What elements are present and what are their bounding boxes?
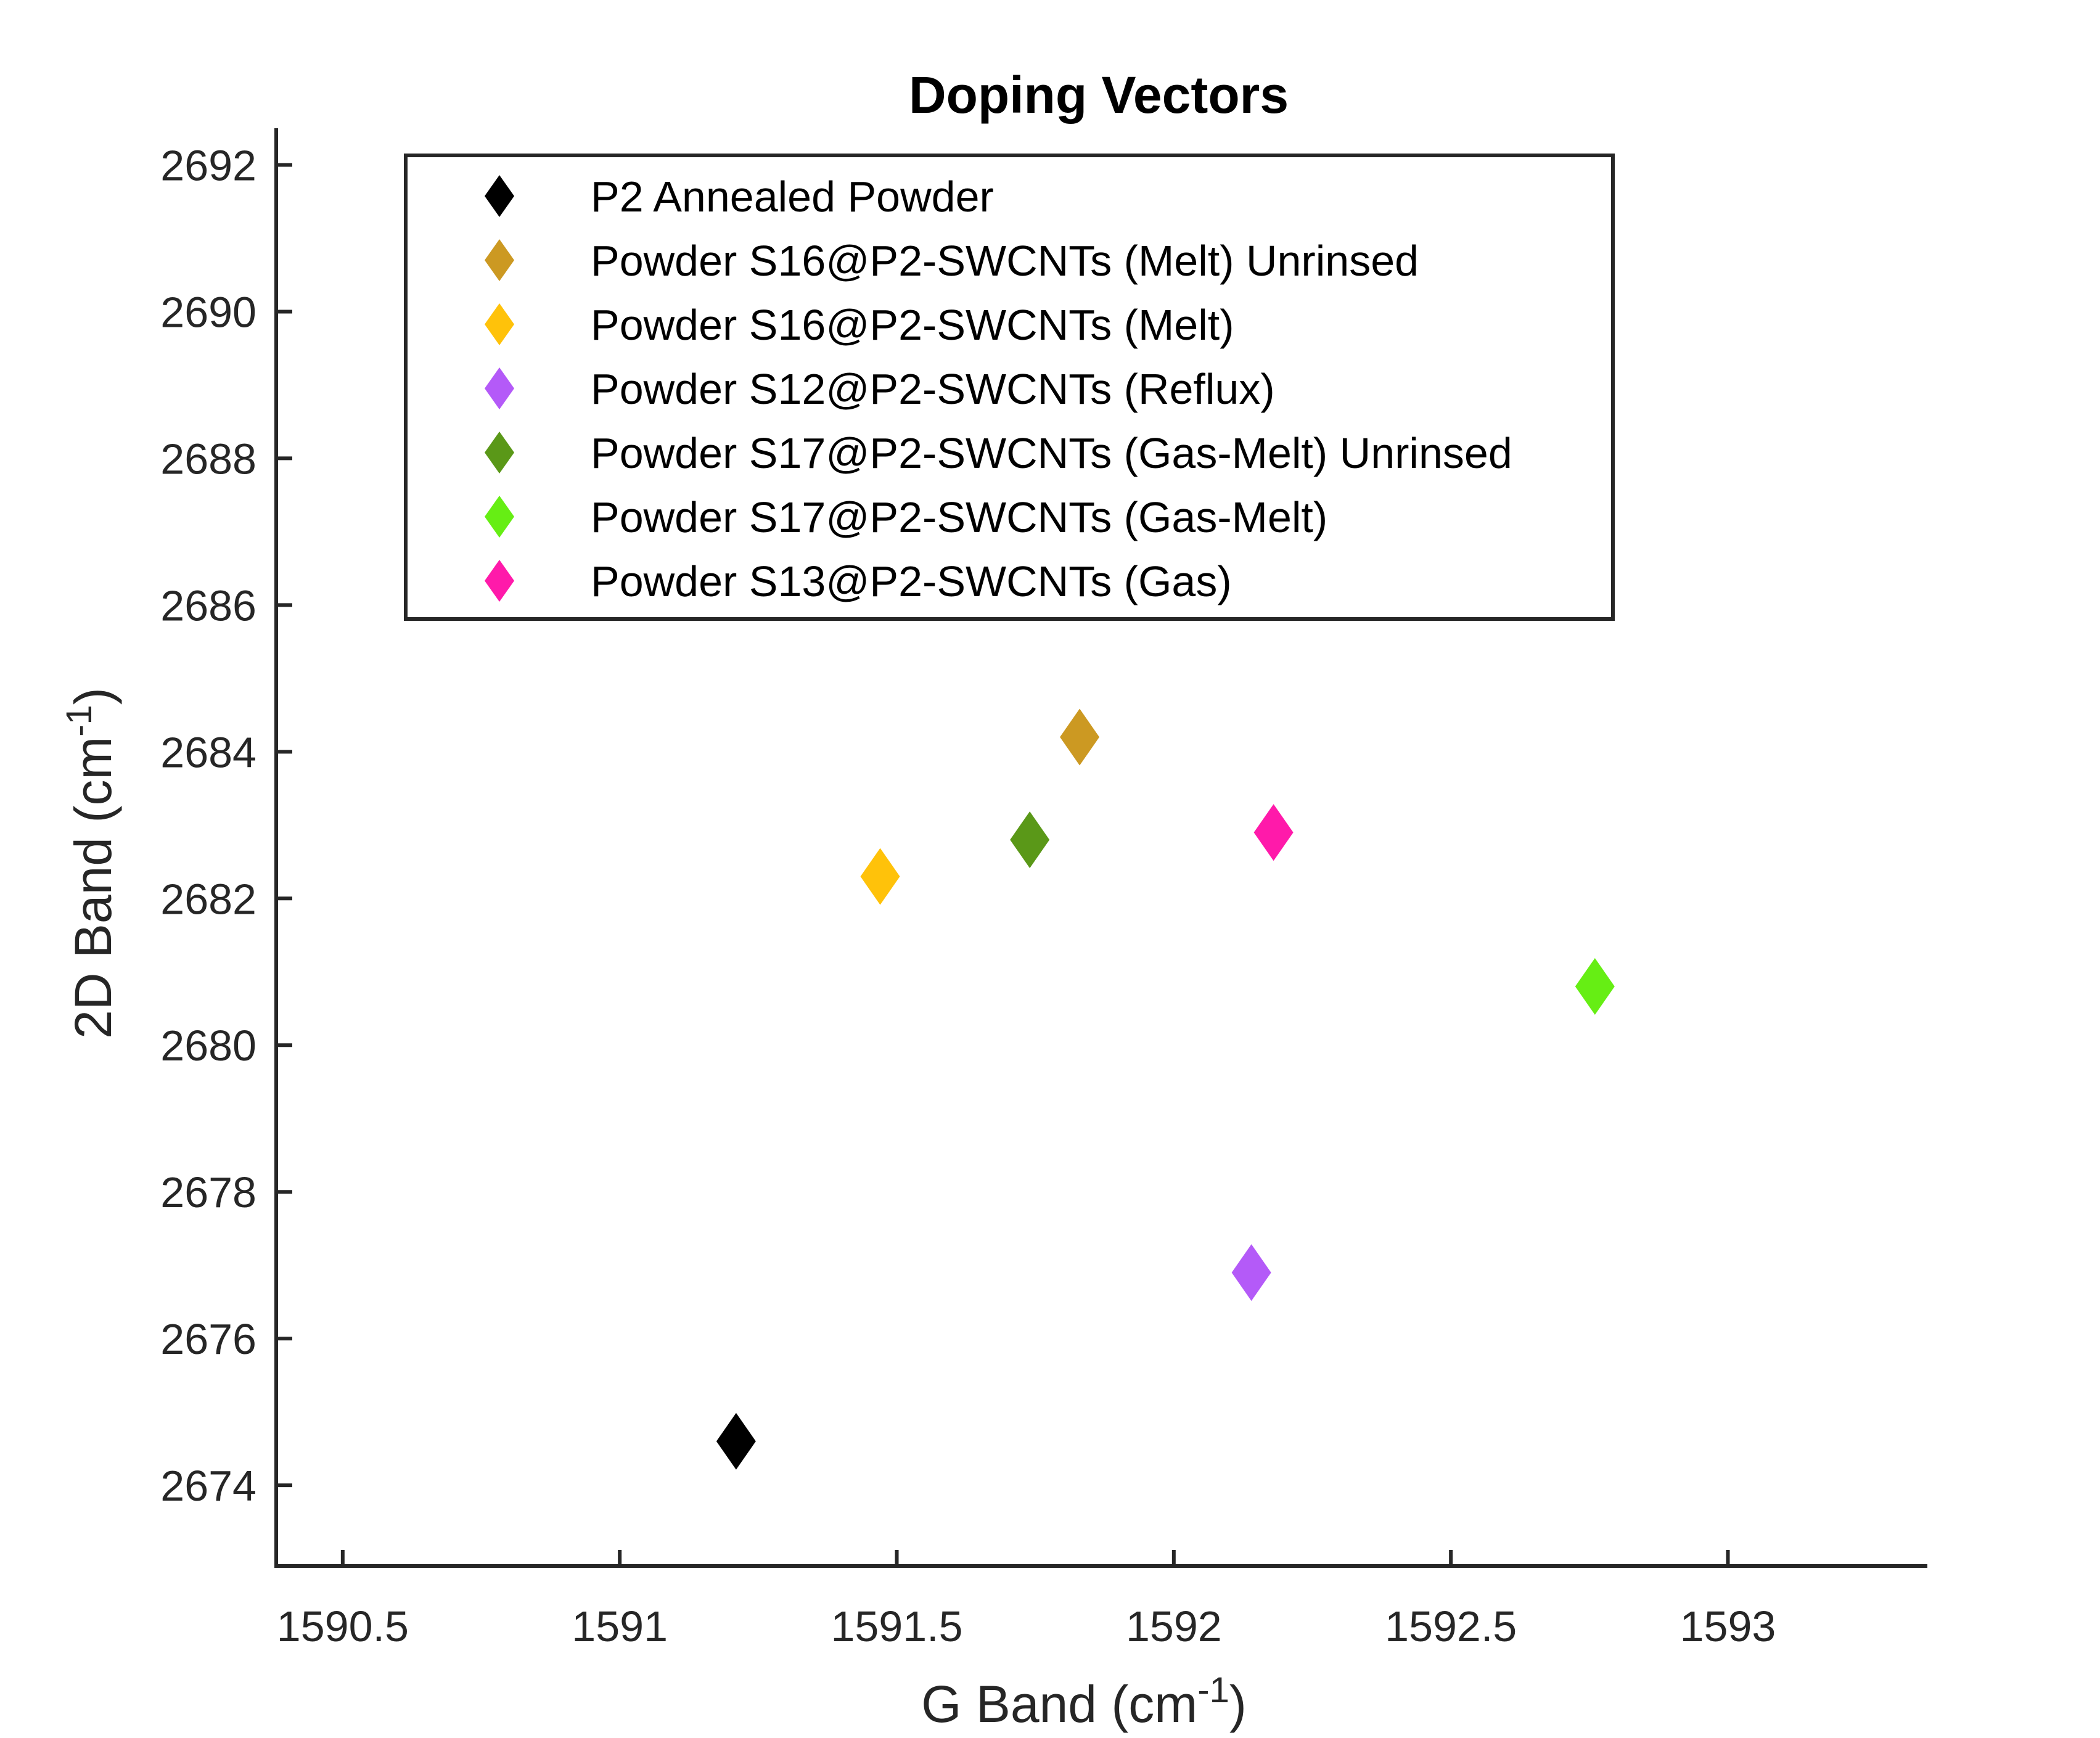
x-axis-title-close: ) — [1229, 1675, 1247, 1733]
chart-title: Doping Vectors — [909, 66, 1289, 124]
y-axis-ticks: 2674 2676 2678 2680 2682 2684 2686 2688 2690 2692 — [160, 141, 292, 1510]
legend: P2 Annealed Powder Powder S16@P2-SWCNTs (… — [404, 154, 1615, 621]
legend-marker-diamond — [485, 496, 514, 538]
legend-marker-diamond — [485, 432, 514, 473]
x-tick-label: 1591.5 — [831, 1602, 962, 1650]
y-tick-label: 2690 — [160, 288, 256, 336]
legend-label: Powder S12@P2-SWCNTs (Reflux) — [591, 365, 1275, 413]
legend-label: Powder S17@P2-SWCNTs (Gas-Melt) — [591, 493, 1327, 541]
y-axis-title-sup: -1 — [59, 705, 99, 737]
y-axis-title: 2D Band (cm-1) — [59, 687, 122, 1039]
x-tick-label: 1590.5 — [277, 1602, 409, 1650]
data-point-diamond — [1575, 958, 1615, 1015]
legend-label: Powder S17@P2-SWCNTs (Gas-Melt) Unrinsed — [591, 429, 1512, 477]
y-tick-label: 2674 — [160, 1462, 256, 1510]
data-point-diamond — [1010, 811, 1050, 869]
x-tick-label: 1591 — [572, 1602, 668, 1650]
y-tick-label: 2686 — [160, 581, 256, 629]
legend-box — [404, 154, 1615, 621]
y-tick-label: 2688 — [160, 435, 256, 483]
y-axis-title-close: ) — [64, 687, 122, 705]
data-point-diamond — [860, 848, 900, 905]
legend-marker-diamond — [485, 560, 514, 602]
plot-axes — [274, 128, 1927, 1568]
y-tick-label: 2678 — [160, 1168, 256, 1216]
data-point-diamond — [1231, 1244, 1271, 1301]
x-axis-ticks: 1590.5 1591 1591.5 1592 1592.5 1593 — [277, 1550, 1776, 1650]
x-tick-label: 1592.5 — [1385, 1602, 1517, 1650]
legend-label: P2 Annealed Powder — [591, 173, 994, 221]
data-points — [716, 708, 1615, 1470]
legend-label: Powder S13@P2-SWCNTs (Gas) — [591, 557, 1232, 605]
data-point-diamond — [1253, 804, 1294, 861]
x-axis-title-sup: -1 — [1197, 1670, 1229, 1710]
data-point-diamond — [1060, 708, 1100, 766]
legend-label: Powder S16@P2-SWCNTs (Melt) Unrinsed — [591, 237, 1419, 285]
x-axis-title-base: G Band (cm — [921, 1675, 1197, 1733]
x-axis-title: G Band (cm-1) — [921, 1670, 1247, 1733]
y-tick-label: 2684 — [160, 728, 256, 776]
x-tick-label: 1593 — [1680, 1602, 1776, 1650]
legend-marker-diamond — [485, 367, 514, 409]
legend-marker-diamond — [485, 175, 514, 217]
x-tick-label: 1592 — [1126, 1602, 1222, 1650]
y-tick-label: 2682 — [160, 875, 256, 923]
y-tick-label: 2680 — [160, 1022, 256, 1070]
legend-marker-diamond — [485, 303, 514, 345]
legend-items: P2 Annealed Powder Powder S16@P2-SWCNTs (… — [485, 173, 1512, 605]
data-point-diamond — [716, 1412, 756, 1470]
legend-marker-diamond — [485, 239, 514, 281]
y-tick-label: 2676 — [160, 1315, 256, 1363]
y-axis-title-base: 2D Band (cm — [64, 737, 122, 1039]
legend-label: Powder S16@P2-SWCNTs (Melt) — [591, 301, 1234, 349]
y-tick-label: 2692 — [160, 141, 256, 189]
